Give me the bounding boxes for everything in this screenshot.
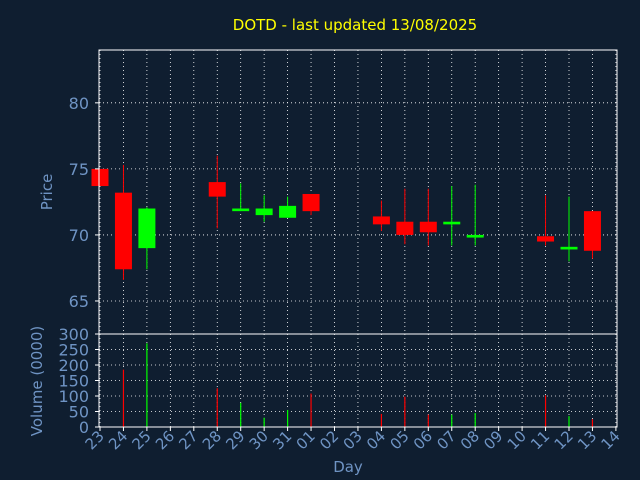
chart-title: DOTD - last updated 13/08/2025 (233, 16, 477, 34)
volume-tick-label: 250 (58, 341, 89, 360)
volume-tick-label: 150 (58, 372, 89, 391)
volume-tick-label: 200 (58, 356, 89, 375)
volume-panel (122, 343, 594, 427)
volume-tick-label: 50 (69, 403, 89, 422)
volume-tick-label: 0 (79, 418, 89, 437)
candle-body (255, 208, 273, 216)
candle-body (419, 221, 437, 233)
candle-body (302, 193, 320, 212)
volume-tick-label: 100 (58, 387, 89, 406)
candle-body (372, 216, 390, 225)
candle-body (443, 221, 461, 225)
x-axis-label: Day (333, 458, 363, 476)
candle-body (396, 221, 414, 235)
candle-body (583, 211, 601, 251)
candle-body (560, 246, 578, 250)
candle-body (91, 168, 109, 187)
candle-body (466, 234, 484, 238)
price-tick-label: 65 (69, 292, 89, 311)
candle-body (138, 208, 156, 249)
candle-body (279, 205, 297, 218)
price-tick-label: 80 (69, 94, 89, 113)
price-panel (91, 155, 601, 280)
candle-body (537, 236, 555, 242)
price-axis-label: Price (38, 174, 56, 211)
volume-axis-label: Volume (0000) (28, 326, 46, 436)
candle-body (114, 192, 132, 270)
candle-body (232, 208, 250, 212)
volume-tick-label: 300 (58, 325, 89, 344)
candle-body (208, 182, 226, 197)
price-tick-label: 70 (69, 226, 89, 245)
price-tick-label: 75 (69, 160, 89, 179)
